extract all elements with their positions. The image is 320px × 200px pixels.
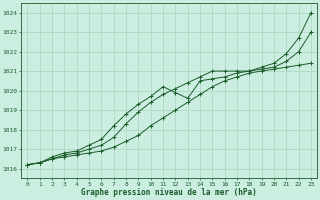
X-axis label: Graphe pression niveau de la mer (hPa): Graphe pression niveau de la mer (hPa)	[81, 188, 257, 197]
